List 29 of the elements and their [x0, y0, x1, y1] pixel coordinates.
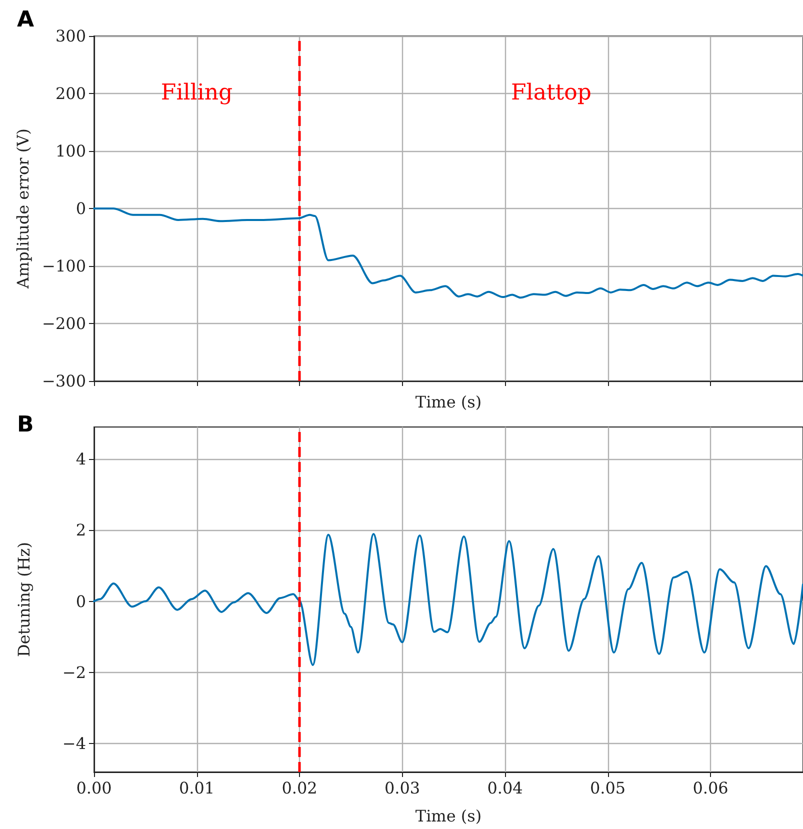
y-tick-label: −100 — [42, 256, 86, 276]
x-tick-label: 0.05 — [590, 778, 626, 798]
chart-title: B — [17, 412, 34, 438]
y-axis-title: Detuning (Hz) — [14, 542, 34, 657]
annotation: Flattop — [511, 80, 592, 106]
y-tick-label: −2 — [62, 662, 86, 682]
line-series — [93, 533, 803, 666]
annotation: Filling — [160, 80, 233, 106]
y-tick-label: 0 — [76, 199, 86, 218]
x-tick-label: 0.02 — [282, 778, 318, 798]
y-tick-label: 200 — [55, 84, 86, 103]
y-tick-label: 300 — [55, 26, 86, 46]
x-tick-label: 0.00 — [76, 778, 112, 798]
x-tick-label: 0.06 — [692, 778, 728, 798]
x-axis-title: Time (s) — [415, 806, 482, 826]
y-axis-title: Amplitude error (V) — [14, 128, 33, 290]
y-tick-label: 4 — [76, 450, 86, 469]
x-tick-label: 0.03 — [384, 778, 420, 798]
y-tick-label: 100 — [55, 142, 86, 160]
chart-title: A — [17, 8, 34, 32]
y-tick-label: −300 — [42, 372, 86, 390]
x-tick-label: 0.01 — [178, 778, 215, 798]
y-tick-label: −4 — [62, 734, 86, 754]
line-series — [93, 208, 803, 299]
x-tick-label: 0.04 — [487, 778, 523, 798]
y-tick-label: −200 — [42, 314, 86, 333]
y-tick-label: 0 — [76, 592, 86, 611]
x-axis-title: Time (s) — [415, 392, 482, 412]
y-tick-label: 2 — [76, 520, 86, 540]
